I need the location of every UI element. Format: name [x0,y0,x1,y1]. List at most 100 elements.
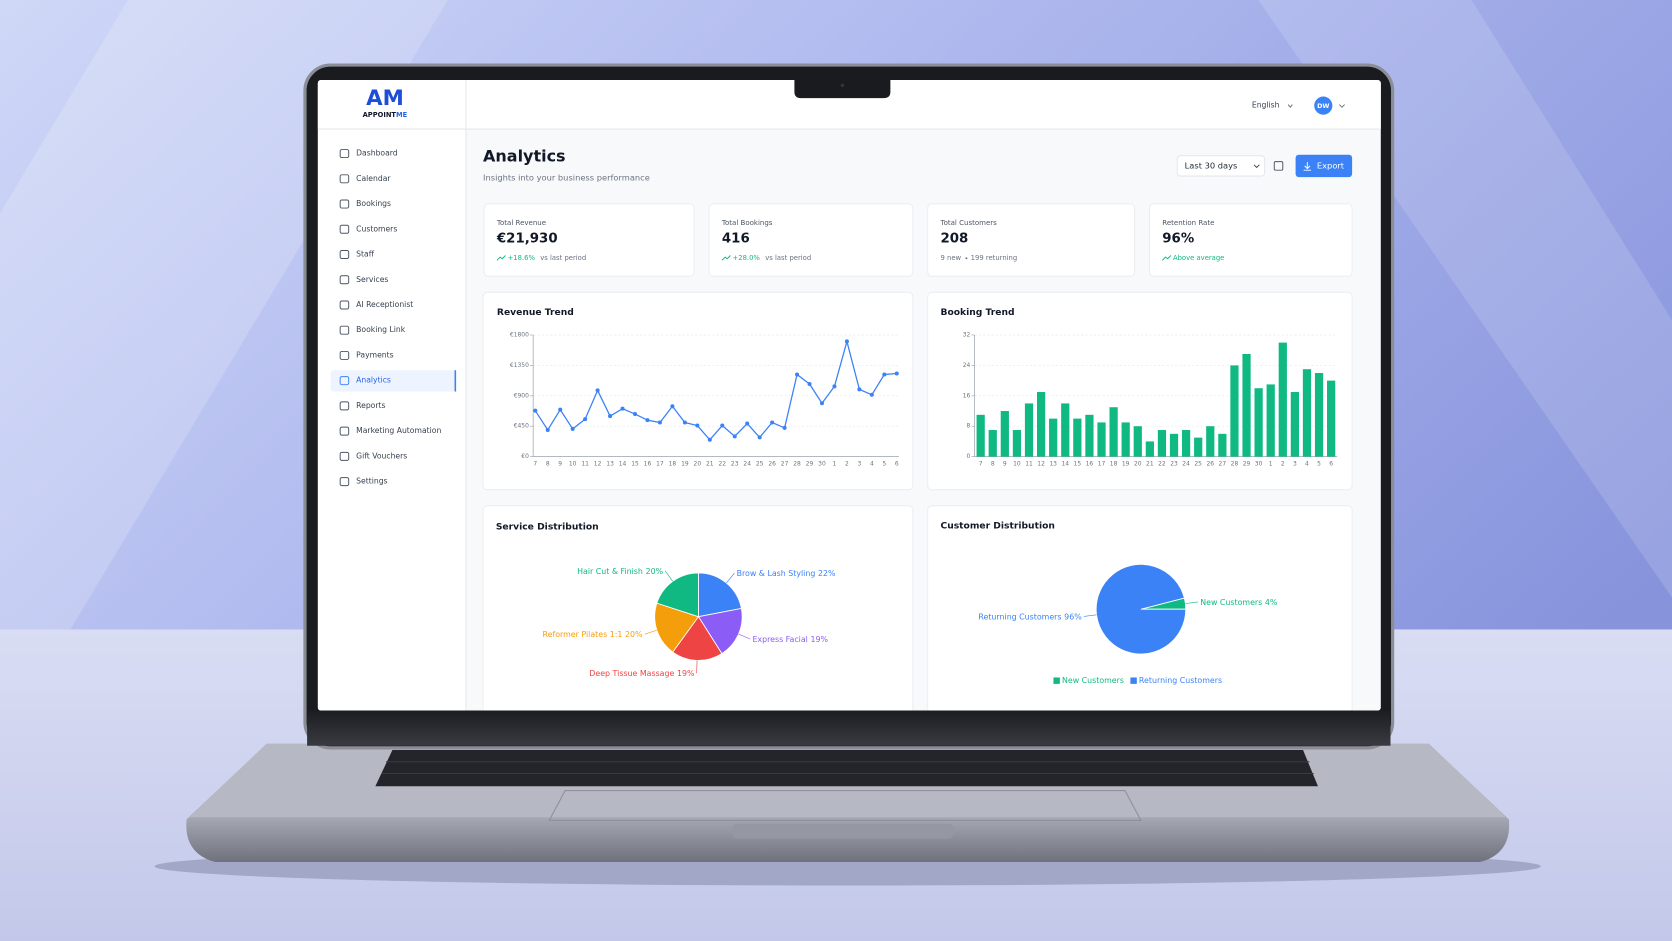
point [782,425,787,430]
x-tick-label: 14 [619,461,627,468]
slice-label: Deep Tissue Massage 19% [589,669,695,678]
point [807,381,812,387]
bar [1182,430,1191,457]
point [558,407,563,412]
nav-item[interactable]: AI Receptionist [356,300,413,309]
bar [1230,365,1239,457]
kpi-value: 416 [722,231,750,246]
point [632,412,638,417]
page-title: Analytics [483,146,566,165]
point [844,339,849,344]
x-tick-label: 19 [681,461,689,468]
y-tick-label: 24 [963,362,971,369]
trend-icon [721,255,731,261]
x-tick-label: 4 [1305,461,1309,468]
x-tick-label: 29 [806,461,814,468]
kpi-change: Above average [1173,254,1224,262]
chevron [1338,104,1345,108]
nav-item[interactable]: Payments [356,350,394,359]
x-tick-label: 24 [1182,461,1190,468]
slice-value: 19% [811,635,829,644]
y-tick-label: 32 [963,332,971,339]
x-tick-label: 17 [656,461,664,468]
x-tick-label: 5 [882,461,886,468]
camera [840,83,845,88]
point [770,420,775,425]
slice-name: Reformer Pilates 1:1 [543,630,623,639]
nav-item[interactable]: Reports [356,401,385,410]
nav-item[interactable]: Staff [356,250,375,259]
point [670,404,675,409]
x-tick-label: 18 [1110,461,1118,468]
bar [1024,403,1034,457]
pie-slice [656,572,699,618]
nav-icon [339,350,350,360]
avatar[interactable] [1314,96,1333,115]
kpi-change: +18.6% [508,254,536,262]
bar [1254,388,1263,457]
nav-item[interactable]: Settings [356,477,387,486]
nav-item[interactable]: Dashboard [356,149,398,158]
x-tick-label: 3 [857,461,861,468]
leader-line [644,629,657,635]
nav-item[interactable]: Bookings [356,199,391,208]
nav-item[interactable]: Analytics [356,376,391,385]
nav-active-bg [330,370,456,392]
x-tick-label: 8 [546,461,550,468]
chart-card [482,291,914,491]
slice-name: Brow & Lash Styling [737,569,816,578]
range-select[interactable] [1176,155,1266,177]
x-tick-label: 14 [1061,461,1069,468]
x-tick-label: 16 [644,461,652,468]
y-tick-label: €1350 [510,362,529,369]
x-tick-label: 20 [1134,461,1142,468]
kpi-note: vs last period [765,254,811,262]
point [732,434,737,439]
nav-item[interactable]: Marketing Automation [356,426,441,435]
nav-icon [339,401,350,411]
kpi-value: 96% [1162,231,1194,246]
x-tick-label: 21 [1146,461,1154,468]
separator-dot [965,257,968,260]
bar [1290,392,1299,457]
nav-item[interactable]: Calendar [356,174,391,183]
bar [1036,392,1046,457]
point [695,423,700,428]
y-tick-label: 8 [967,423,971,430]
point [869,392,874,397]
keyboard [375,750,1318,787]
chevron [1253,164,1260,169]
slice-label: Hair Cut & Finish 20% [577,566,663,575]
screen: AM APPOINTME English DW Analytics Insigh… [317,80,1381,711]
x-tick-label: 15 [1074,461,1082,468]
slice-label: Brow & Lash Styling 22% [737,569,836,578]
calendar-button[interactable] [1273,161,1284,171]
trackpad [548,790,1142,821]
nav-icon [339,426,350,436]
x-tick-label: 8 [991,461,995,468]
x-tick-label: 3 [1293,461,1297,468]
slice-value: 20% [646,566,664,575]
kpi-change: +28.0% [733,254,761,262]
nav-icon [339,325,350,335]
x-tick-label: 17 [1098,461,1106,468]
chart-title: Booking Trend [941,307,1015,318]
export-button[interactable] [1295,154,1353,178]
x-tick-label: 16 [1086,461,1094,468]
nav-item[interactable]: Customers [356,224,397,233]
y-tick-label: 0 [967,453,971,460]
kpi-card [708,203,914,277]
nav-item[interactable]: Services [356,275,388,284]
leader-line [726,572,735,584]
bar [1242,354,1251,457]
nav-item[interactable]: Booking Link [356,325,406,334]
x-tick-label: 2 [845,461,849,468]
bar [1194,437,1203,457]
slice-value: 20% [625,630,643,639]
slice-value: 4% [1265,597,1278,606]
nav-item[interactable]: Gift Vouchers [356,451,407,460]
slice-value: 22% [818,569,836,578]
language-select[interactable]: English [1252,101,1280,110]
bar [1121,422,1130,457]
